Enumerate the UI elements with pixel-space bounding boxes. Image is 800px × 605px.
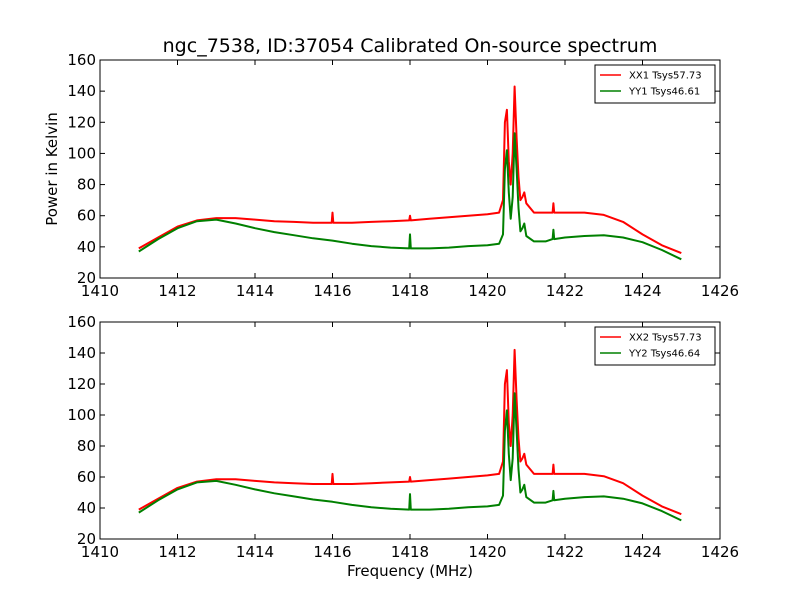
x-tick-label: 1410 [81, 282, 119, 300]
y-tick-label: 40 [77, 499, 96, 517]
y-tick-label: 120 [67, 375, 96, 393]
x-tick-label: 1420 [468, 282, 506, 300]
x-tick-label: 1410 [81, 543, 119, 561]
x-tick-label: 1422 [546, 543, 584, 561]
y-tick-label: 80 [77, 437, 96, 455]
series-group [138, 348, 682, 522]
y-tick-label: 20 [77, 269, 96, 287]
y-tick-label: 40 [77, 238, 96, 256]
x-tick-label: 1420 [468, 543, 506, 561]
series-line-1 [138, 348, 682, 516]
legend-label: XX2 Tsys57.73 [629, 333, 702, 344]
y-tick-label: 100 [67, 144, 96, 162]
x-tick-label: 1414 [236, 282, 274, 300]
x-tick-label: 1424 [623, 543, 661, 561]
y-tick-label: 80 [77, 176, 96, 194]
x-tick-label: 1418 [391, 543, 429, 561]
series-line-1 [138, 85, 682, 255]
x-tick-label: 1414 [236, 543, 274, 561]
x-tick-label: 1424 [623, 282, 661, 300]
y-tick-label: 140 [67, 82, 96, 100]
y-tick-label: 140 [67, 344, 96, 362]
legend: XX1 Tsys57.73 YY1 Tsys46.61 [594, 64, 716, 104]
chart-panel-2: 1410 1412 1414 1416 1418 1420 1422 1424 1426 20 40… [67, 313, 739, 561]
chart-panel-1: 1410 1412 1414 1416 1418 1420 1422 1424 1426 20 40… [67, 51, 739, 300]
legend-label: YY2 Tsys46.64 [628, 349, 700, 360]
x-tick-label: 1416 [313, 543, 351, 561]
series-group [138, 85, 682, 261]
y-tick-label: 60 [77, 468, 96, 486]
x-tick-label: 1412 [158, 282, 196, 300]
x-tick-label: 1418 [391, 282, 429, 300]
y-tick-label: 20 [77, 530, 96, 548]
legend-label: XX1 Tsys57.73 [629, 71, 702, 82]
series-line-2 [138, 132, 682, 261]
x-tick-label: 1422 [546, 282, 584, 300]
legend-box [594, 326, 716, 366]
legend-label: YY1 Tsys46.61 [628, 87, 700, 98]
series-line-2 [138, 392, 682, 522]
legend-box [594, 64, 716, 104]
y-tick-label: 160 [67, 51, 96, 69]
x-axis-label: Frequency (MHz) [347, 562, 473, 580]
x-tick-label: 1416 [313, 282, 351, 300]
legend: XX2 Tsys57.73 YY2 Tsys46.64 [594, 326, 716, 366]
y-tick-label: 60 [77, 207, 96, 225]
y-tick-label: 100 [67, 406, 96, 424]
x-tick-label: 1426 [701, 543, 739, 561]
y-tick-label: 160 [67, 313, 96, 331]
panels: 1410 1412 1414 1416 1418 1420 1422 1424 1426 20 40… [67, 51, 739, 561]
x-tick-label: 1412 [158, 543, 196, 561]
y-axis-label: Power in Kelvin [43, 112, 61, 226]
y-tick-label: 120 [67, 113, 96, 131]
figure-title: ngc_7538, ID:37054 Calibrated On-source … [163, 35, 658, 57]
x-tick-label: 1426 [701, 282, 739, 300]
